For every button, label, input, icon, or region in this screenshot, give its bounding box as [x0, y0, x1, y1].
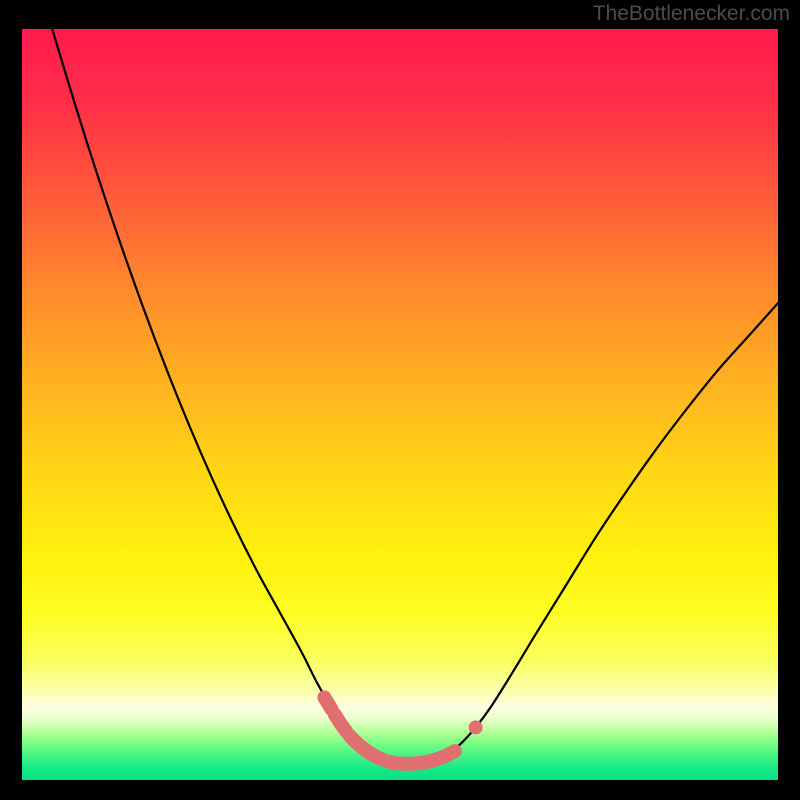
gradient-background [22, 29, 778, 780]
chart-container: TheBottlenecker.com [0, 0, 800, 800]
plot-area [22, 29, 778, 780]
watermark-text: TheBottlenecker.com [593, 2, 790, 26]
